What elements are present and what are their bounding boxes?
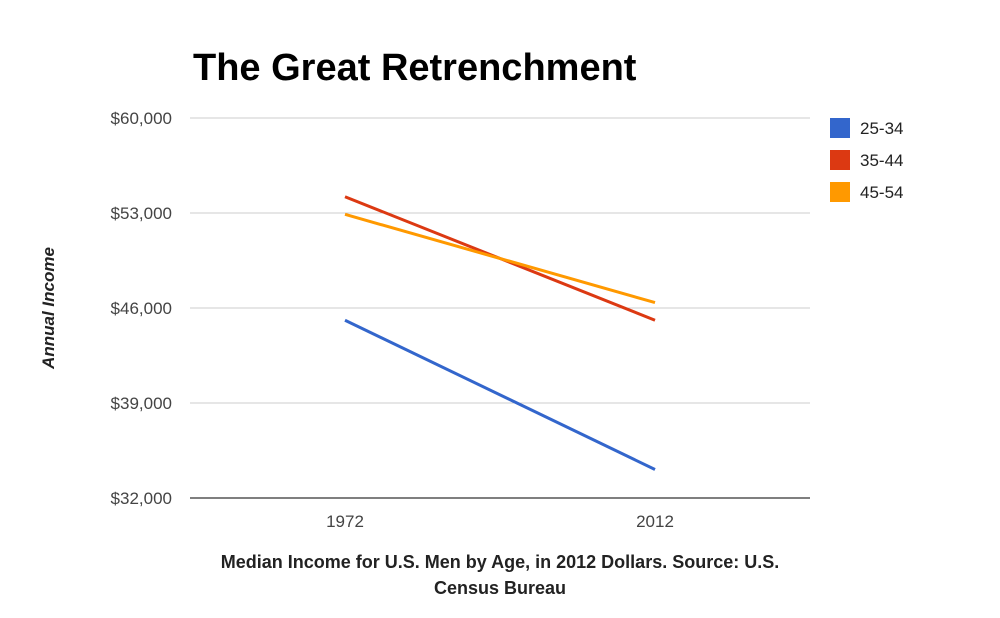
x-axis-tick-labels: 1972 2012 [326,512,674,531]
x-axis-label-line-1: Median Income for U.S. Men by Age, in 20… [221,552,779,572]
legend-swatch-45-54 [830,182,850,202]
legend: 25-34 35-44 45-54 [830,118,903,202]
y-tick-label: $32,000 [111,489,172,508]
legend-label-25-34: 25-34 [860,119,903,138]
y-tick-label: $53,000 [111,204,172,223]
x-axis-label-line-2: Census Bureau [434,578,566,598]
series-lines [344,195,656,471]
y-tick-label: $60,000 [111,109,172,128]
y-tick-label: $46,000 [111,299,172,318]
x-tick-label: 2012 [636,512,674,531]
series-line-25-34 [344,318,656,471]
gridlines [190,117,810,499]
legend-label-35-44: 35-44 [860,151,903,170]
y-axis-label: Annual Income [39,247,58,370]
y-tick-label: $39,000 [111,394,172,413]
legend-swatch-35-44 [830,150,850,170]
y-axis-tick-labels: $60,000 $53,000 $46,000 $39,000 $32,000 [111,109,172,508]
series-line-45-54 [344,212,656,305]
legend-swatch-25-34 [830,118,850,138]
legend-label-45-54: 45-54 [860,183,903,202]
chart-title: The Great Retrenchment [193,47,637,89]
x-tick-label: 1972 [326,512,364,531]
